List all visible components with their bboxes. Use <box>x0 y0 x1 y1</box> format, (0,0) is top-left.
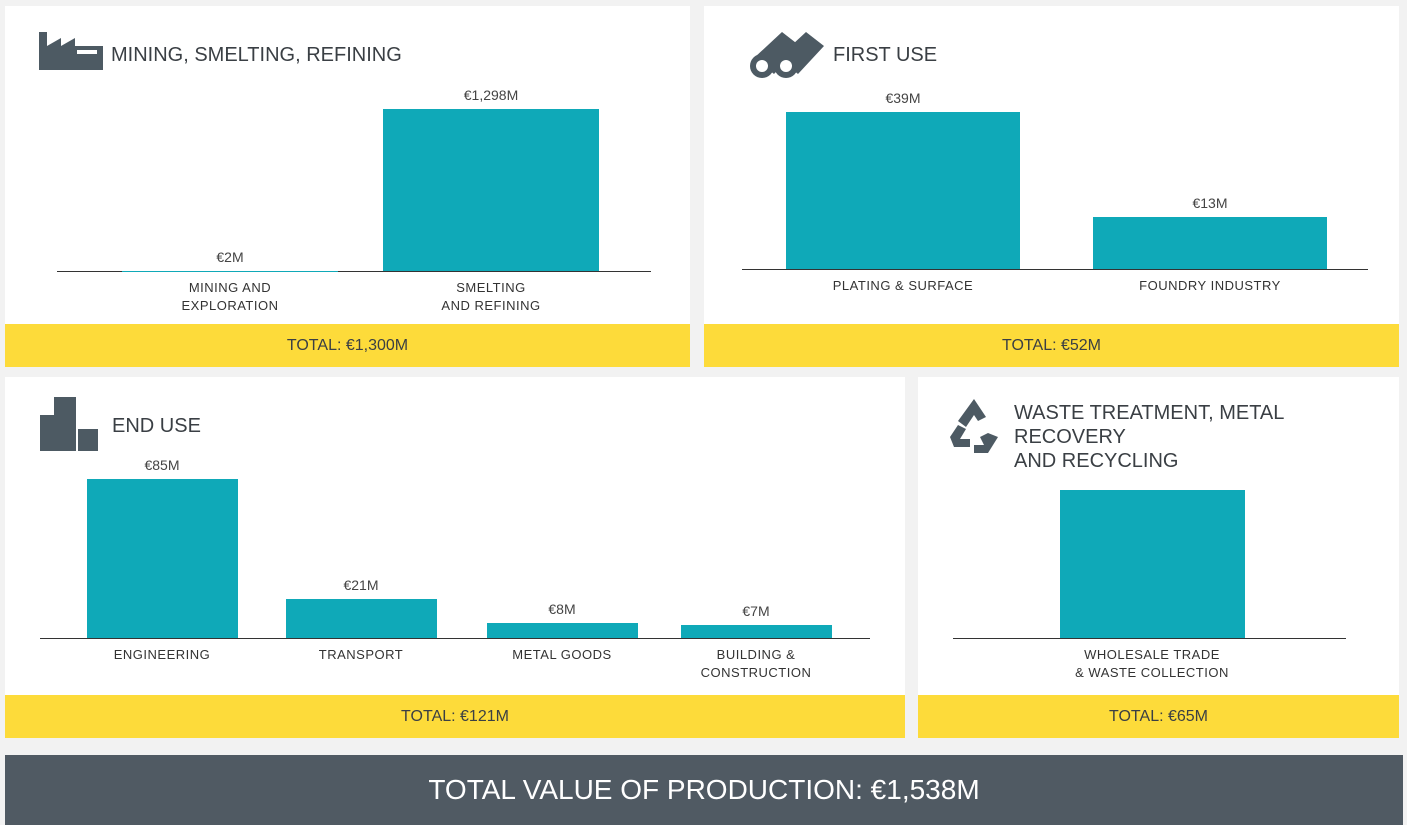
panel: WASTE TREATMENT, METAL RECOVERY AND RECY… <box>918 377 1399 738</box>
panel-total: TOTAL: €121M <box>5 695 905 738</box>
panel-title: END USE <box>112 414 201 438</box>
axis-line <box>40 638 870 639</box>
bar <box>87 479 238 638</box>
value-label: €7M <box>676 603 836 619</box>
value-label: €21M <box>281 577 441 593</box>
value-label: €39M <box>823 90 983 106</box>
panel: FIRST USE €39M PLATING & SURFACE €13M FOUND… <box>704 6 1399 367</box>
value-label: €85M <box>82 457 242 473</box>
axis-line <box>953 638 1346 639</box>
panel: MINING, SMELTING, REFINING €2M MINING AND… <box>5 6 690 367</box>
bar <box>383 109 599 271</box>
bar <box>681 625 832 638</box>
pipes-icon <box>746 28 830 82</box>
axis-line <box>57 271 651 272</box>
bar <box>487 623 638 638</box>
panel-title: WASTE TREATMENT, METAL RECOVERY AND RECY… <box>1014 401 1399 473</box>
bar <box>286 599 437 638</box>
category-label: PLATING & SURFACE <box>783 277 1023 295</box>
recycle-icon <box>946 397 1002 453</box>
category-label: MINING AND EXPLORATION <box>110 279 350 315</box>
grand-total: TOTAL VALUE OF PRODUCTION: €1,538M <box>5 755 1403 825</box>
panel-total: TOTAL: €65M <box>918 695 1399 738</box>
buildings-icon <box>38 395 102 453</box>
bar <box>1060 490 1245 638</box>
category-label: BUILDING & CONSTRUCTION <box>636 646 876 682</box>
category-label: SMELTING AND REFINING <box>371 279 611 315</box>
page: MINING, SMELTING, REFINING €2M MINING AND… <box>0 0 1407 825</box>
value-label: €8M <box>482 601 642 617</box>
category-label: WHOLESALE TRADE & WASTE COLLECTION <box>1032 646 1272 682</box>
bar <box>1093 217 1327 269</box>
value-label: €2M <box>150 249 310 265</box>
factory-icon <box>37 24 107 72</box>
value-label: €13M <box>1130 195 1290 211</box>
panel-total: TOTAL: €1,300M <box>5 324 690 367</box>
axis-line <box>742 269 1368 270</box>
bar <box>786 112 1020 269</box>
panel-title: MINING, SMELTING, REFINING <box>111 43 402 67</box>
panel-total: TOTAL: €52M <box>704 324 1399 367</box>
value-label: €1,298M <box>411 87 571 103</box>
panel-title: FIRST USE <box>833 43 937 67</box>
category-label: FOUNDRY INDUSTRY <box>1090 277 1330 295</box>
